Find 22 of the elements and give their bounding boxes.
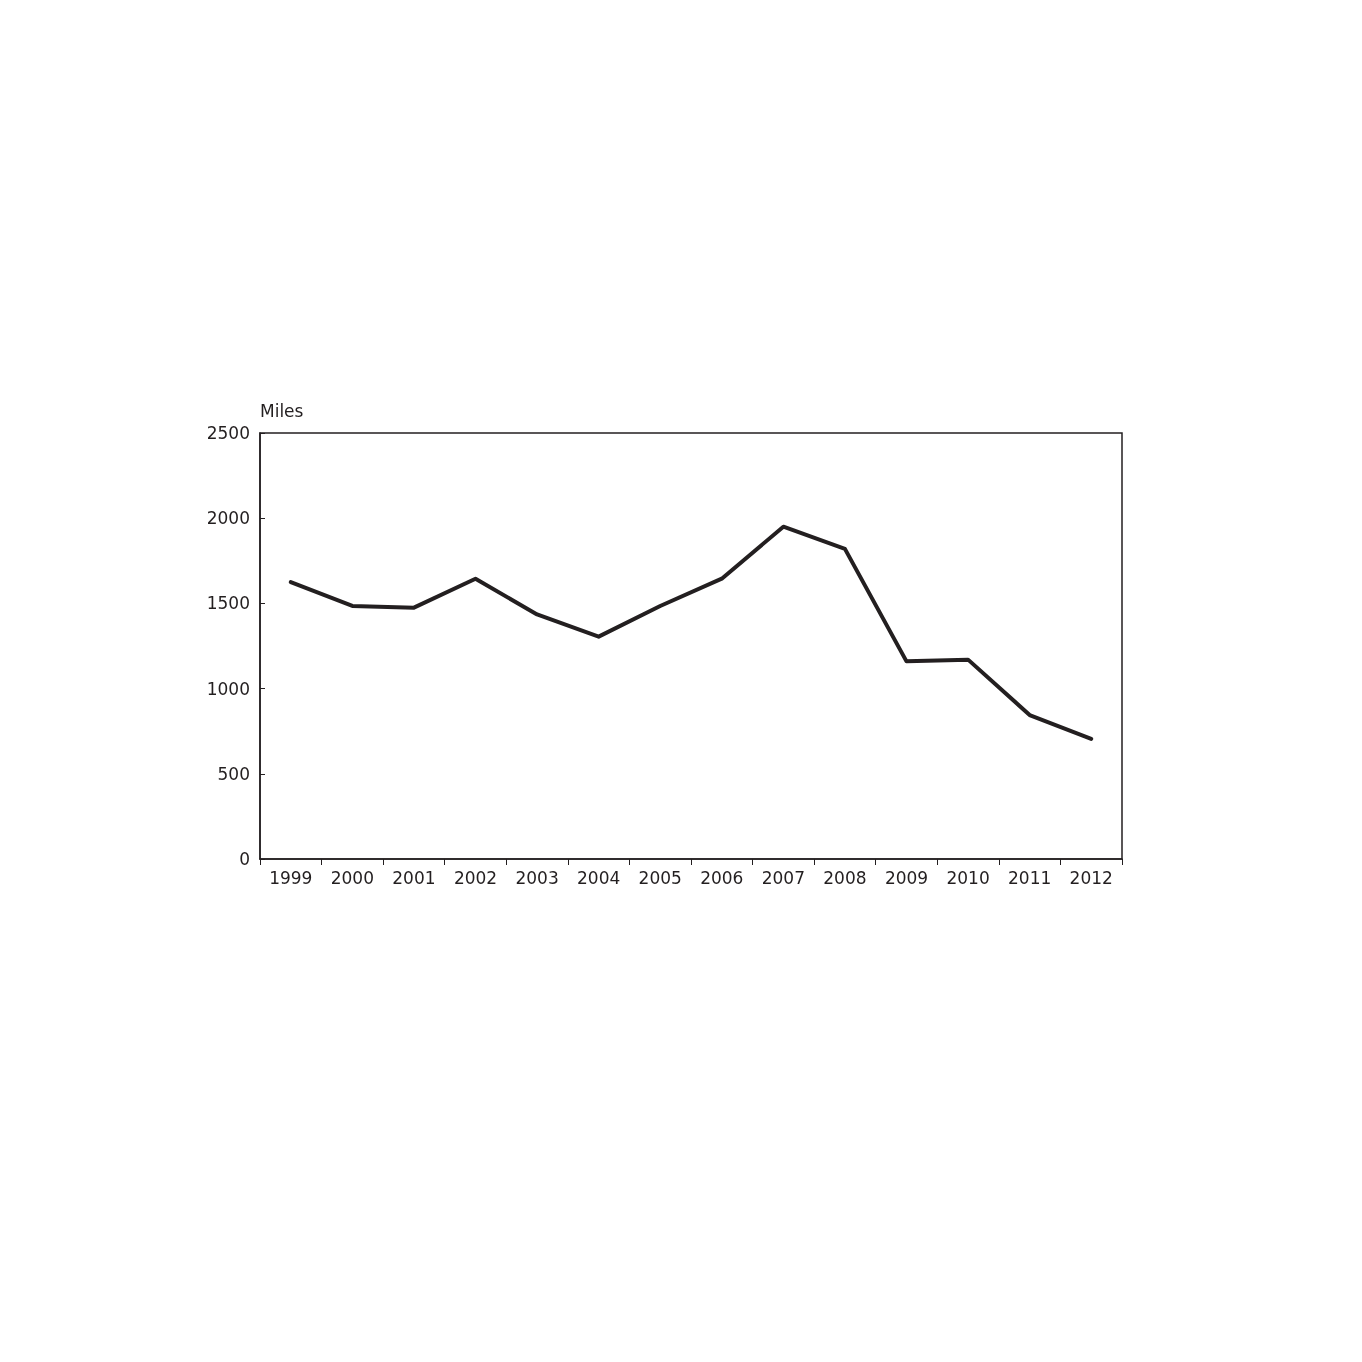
y-tick-label: 0 bbox=[239, 849, 250, 869]
y-tick-label: 2500 bbox=[206, 423, 250, 443]
x-tick-label: 2003 bbox=[515, 867, 559, 888]
x-tick-label: 1999 bbox=[269, 867, 313, 888]
x-tick-label: 2002 bbox=[453, 867, 498, 888]
x-tick-label: 2009 bbox=[884, 867, 929, 888]
x-tick-label: 2001 bbox=[392, 867, 436, 888]
x-tick-label: 2011 bbox=[1008, 867, 1052, 888]
x-tick-label: 2010 bbox=[946, 867, 990, 888]
x-tick-label: 2007 bbox=[761, 867, 805, 888]
x-tick-label: 2005 bbox=[638, 867, 682, 888]
y-axis-title: Miles bbox=[260, 400, 304, 421]
x-tick-label: 2004 bbox=[577, 867, 621, 888]
y-tick-label: 500 bbox=[217, 763, 250, 784]
x-tick-label: 2006 bbox=[700, 867, 744, 888]
y-tick-label: 1500 bbox=[206, 593, 250, 614]
y-tick-label: 1000 bbox=[206, 678, 250, 699]
x-tick-label: 2008 bbox=[823, 867, 867, 888]
line-series bbox=[288, 524, 1094, 741]
x-tick-label: 2000 bbox=[330, 867, 374, 888]
x-tick-label: 2012 bbox=[1069, 867, 1113, 888]
y-tick-label: 2000 bbox=[206, 508, 250, 529]
